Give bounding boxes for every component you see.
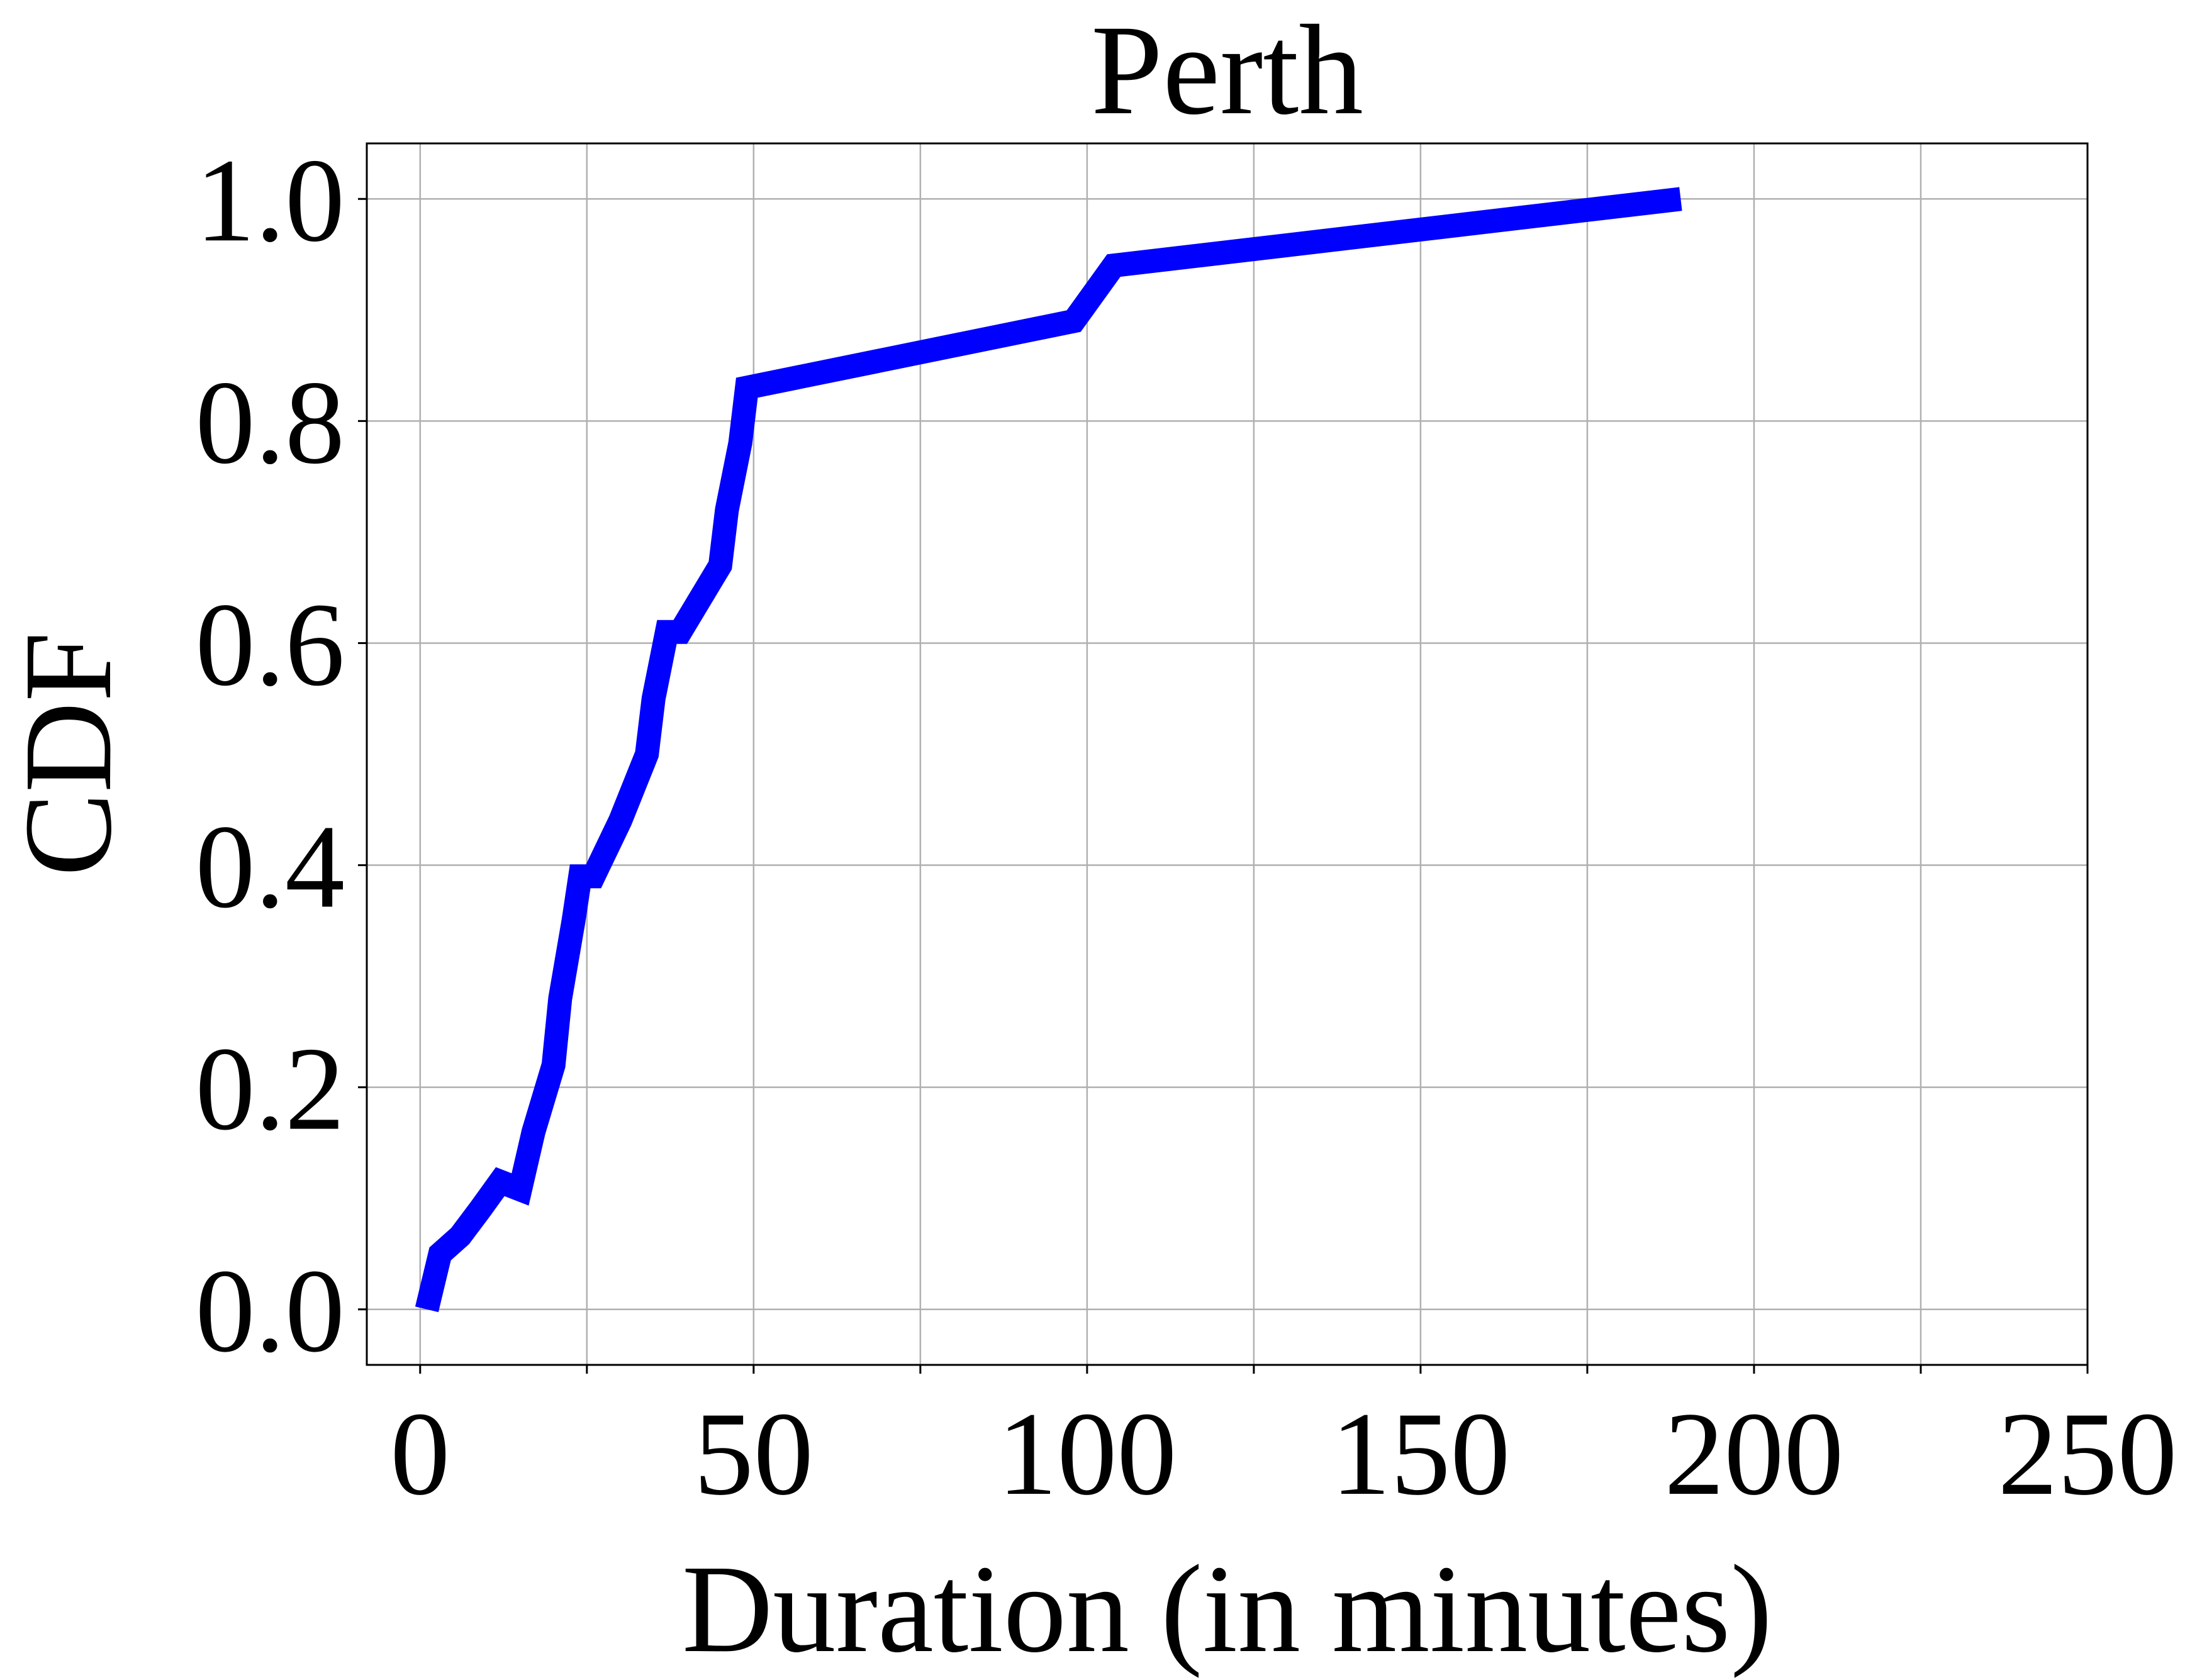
axes-frame [366, 142, 2089, 1366]
x-tick-label: 50 [694, 1388, 813, 1520]
y-tick-label: 0.6 [196, 579, 345, 711]
x-tick-label: 200 [1664, 1388, 1843, 1520]
chart-title: Perth [1091, 0, 1363, 142]
y-tick-label: 0.2 [196, 1023, 345, 1155]
cdf-series-line [415, 187, 1682, 1313]
x-tick-label: 100 [997, 1388, 1176, 1520]
y-axis-label: CDF [0, 631, 138, 876]
y-tick-label: 0.0 [196, 1245, 345, 1377]
x-tick-label: 250 [1998, 1388, 2177, 1520]
y-tick-labels: 0.0 0.2 0.4 0.6 0.8 1.0 [196, 135, 345, 1377]
grid-lines [367, 143, 2089, 1365]
tick-marks [358, 197, 2089, 1374]
y-tick-label: 0.4 [196, 801, 345, 933]
x-tick-label: 0 [390, 1388, 450, 1520]
y-tick-label: 1.0 [196, 135, 345, 267]
x-tick-labels: 0 50 100 150 200 250 [390, 1388, 2177, 1520]
y-tick-label: 0.8 [196, 357, 345, 489]
x-axis-label: Duration (in minutes) [682, 1540, 1772, 1679]
x-tick-label: 150 [1331, 1388, 1510, 1520]
series-lines [415, 187, 1682, 1313]
